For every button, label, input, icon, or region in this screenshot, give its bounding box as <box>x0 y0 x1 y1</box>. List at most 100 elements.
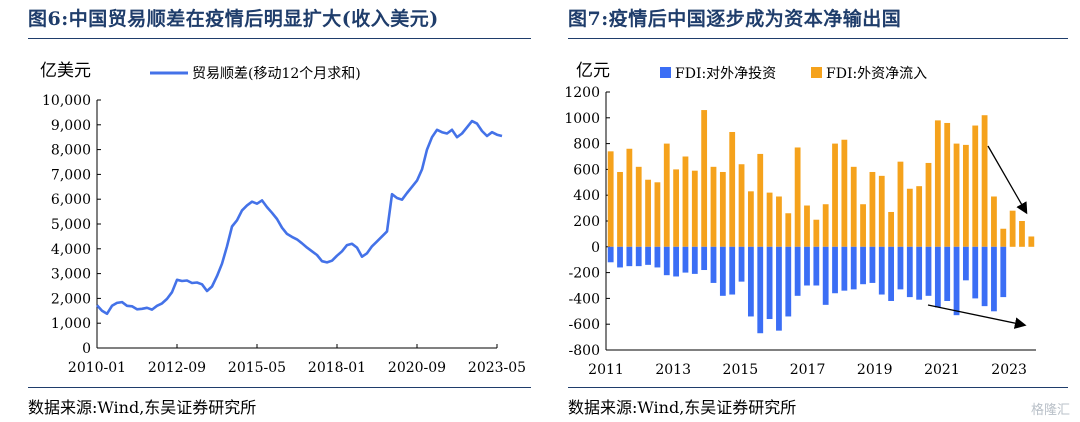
figure-6-title: 图6:中国贸易顺差在疫情后明显扩大(收入美元) <box>28 8 439 30</box>
y-tick-label: 1000 <box>564 111 600 127</box>
y-tick-label: -200 <box>569 266 600 282</box>
outflow-bar <box>710 246 717 283</box>
outflow-bar <box>729 246 736 295</box>
inflow-bar <box>925 162 932 247</box>
legend-label: 贸易顺差(移动12个月求和) <box>192 66 361 82</box>
outflow-bar <box>860 246 866 285</box>
outflow-bar <box>757 246 764 334</box>
outflow-bar <box>766 246 773 320</box>
outflow-bar <box>934 246 941 308</box>
inflow-bar <box>785 213 792 247</box>
outflow-bar <box>878 246 885 295</box>
outflow-bar <box>635 246 642 267</box>
x-tick-label: 2011 <box>588 362 624 378</box>
x-tick-label: 2023-05 <box>468 360 526 376</box>
y-tick-label: 5,000 <box>51 217 91 233</box>
outflow-bar <box>785 246 792 317</box>
trend-arrow-inflow <box>987 145 1028 215</box>
outflow-bar <box>850 246 857 290</box>
trade-surplus-line-chart: 亿美元 0 1,000 2,000 3,000 4,000 5,000 6,000 7,000 8… <box>40 61 526 376</box>
inflow-bar <box>1000 228 1007 247</box>
outflow-bar <box>916 246 923 300</box>
y-tick-label: 9,000 <box>51 118 91 134</box>
x-tick-label: 2018-01 <box>308 360 366 376</box>
outflow-bar <box>841 246 848 291</box>
x-tick-label: 2015-05 <box>228 360 286 376</box>
x-tick-label: 2021 <box>924 362 960 378</box>
x-tick-label: 2015 <box>723 362 759 378</box>
outflow-bar <box>944 246 951 301</box>
y-tick-label: 200 <box>573 214 600 230</box>
outflow-bar <box>813 246 820 286</box>
outflow-bar <box>991 246 997 312</box>
y-tick-label: 4,000 <box>51 242 91 258</box>
outflow-bar <box>888 246 895 301</box>
inflow-bar <box>729 131 736 247</box>
outflow-bar <box>962 246 969 281</box>
outflow-bar <box>953 246 960 316</box>
outflow-bar <box>691 246 698 274</box>
inflow-bar <box>822 204 829 247</box>
inflow-bar <box>654 182 661 247</box>
inflow-bar <box>766 192 773 247</box>
y-tick-label: 3,000 <box>51 267 91 283</box>
inflow-bar <box>682 156 689 247</box>
y-tick-label: -800 <box>569 343 600 359</box>
outflow-bar <box>804 246 810 286</box>
inflow-bar <box>1019 221 1025 247</box>
figure-7-bottom-rule <box>568 387 1068 388</box>
outflow-bar <box>776 246 782 331</box>
x-tick-label: 2023 <box>991 362 1027 378</box>
outflow-bar <box>617 246 623 268</box>
outflow-bar <box>1000 246 1007 298</box>
inflow-bar <box>607 151 614 247</box>
figure-7-title: 图7:疫情后中国逐步成为资本净输出国 <box>568 8 902 30</box>
y-tick-label: 10,000 <box>42 93 91 109</box>
inflow-bar <box>1009 210 1016 247</box>
inflow-bar <box>710 166 717 247</box>
legend-outflow-swatch <box>660 67 671 78</box>
inflow-bar <box>673 169 680 247</box>
outflow-bar <box>663 246 670 276</box>
inflow-bar <box>635 166 642 247</box>
inflow-bar <box>1028 236 1035 247</box>
outflow-bar <box>682 246 689 273</box>
inflow-bar <box>738 164 745 247</box>
outflow-bar <box>832 246 838 294</box>
trend-arrow-outflow <box>927 304 1027 329</box>
outflow-bar <box>719 246 726 296</box>
outflow-bar <box>897 246 904 290</box>
inflow-bar <box>645 179 651 247</box>
y-tick-label: 1,000 <box>51 316 91 332</box>
y-tick-label: 6,000 <box>51 192 91 208</box>
y-tick-label: 0 <box>591 240 600 256</box>
y-tick-label: 2,000 <box>51 291 91 307</box>
y-unit-label: 亿美元 <box>40 61 91 81</box>
inflow-bar <box>878 175 885 247</box>
y-tick-label: 1200 <box>564 85 600 101</box>
inflow-bar <box>991 196 997 247</box>
inflow-bar <box>953 143 960 247</box>
x-tick-label: 2017 <box>790 362 826 378</box>
inflow-bar <box>841 139 848 247</box>
x-tick-label: 2020-09 <box>388 360 446 376</box>
inflow-bar <box>626 148 633 247</box>
inflow-bar <box>617 171 623 247</box>
figure-6-panel: 图6:中国贸易顺差在疫情后明显扩大(收入美元) 亿美元 0 1,000 2,000 3,… <box>28 8 531 417</box>
outflow-bar <box>906 246 913 298</box>
inflow-bar <box>747 191 754 247</box>
legend-inflow-swatch <box>811 67 822 78</box>
inflow-bar <box>663 143 670 247</box>
inflow-bar <box>719 171 726 247</box>
outflow-bar <box>654 246 661 268</box>
inflow-bar <box>972 125 979 247</box>
inflow-bar <box>860 204 866 247</box>
fdi-bar-chart: 亿元 -800 -600 -400 -200 0 200 400 600 800 1000 1200 2… <box>564 61 1036 378</box>
outflow-bar <box>925 246 932 296</box>
inflow-bar <box>888 211 895 247</box>
inflow-bar <box>757 153 764 247</box>
x-tick-label: 2010-01 <box>68 360 126 376</box>
outflow-bar <box>869 246 876 283</box>
y-tick-label: 7,000 <box>51 167 91 183</box>
outflow-bar <box>747 246 754 317</box>
